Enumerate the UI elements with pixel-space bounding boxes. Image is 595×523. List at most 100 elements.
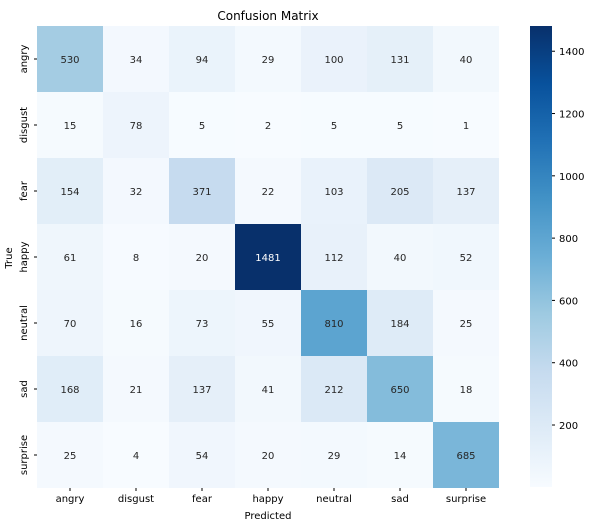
heatmap-cell-angry-surprise bbox=[433, 26, 499, 92]
heatmap-cell-neutral-disgust bbox=[103, 290, 169, 356]
x-axis-label: Predicted bbox=[245, 511, 292, 522]
cell-value-surprise-happy: 20 bbox=[262, 451, 275, 462]
heatmap-cell-fear-angry bbox=[37, 158, 103, 224]
cell-value-happy-disgust: 8 bbox=[133, 253, 139, 264]
colorbar-ticks: 200 400 600 800 1000 1200 1400 bbox=[552, 47, 584, 432]
cell-value-disgust-surprise: 1 bbox=[463, 121, 469, 132]
cell-value-fear-sad: 205 bbox=[390, 187, 409, 198]
cell-value-fear-happy: 22 bbox=[262, 187, 275, 198]
colorbar-tick-label-1000: 1000 bbox=[559, 172, 584, 183]
cell-value-angry-fear: 94 bbox=[196, 55, 209, 66]
cell-value-fear-fear: 371 bbox=[192, 187, 211, 198]
cell-value-surprise-fear: 54 bbox=[196, 451, 209, 462]
cell-value-disgust-neutral: 5 bbox=[331, 121, 337, 132]
x-tick-label-angry: angry bbox=[56, 494, 85, 505]
cell-value-angry-surprise: 40 bbox=[460, 55, 473, 66]
cell-value-neutral-neutral: 810 bbox=[324, 319, 343, 330]
cell-value-surprise-sad: 14 bbox=[394, 451, 407, 462]
x-tick-label-fear: fear bbox=[192, 494, 213, 505]
cell-value-sad-happy: 41 bbox=[262, 385, 275, 396]
heatmap-cell-happy-angry bbox=[37, 224, 103, 290]
heatmap-cell-sad-fear bbox=[169, 356, 235, 422]
y-tick-label-disgust: disgust bbox=[19, 107, 30, 143]
cell-value-sad-disgust: 21 bbox=[130, 385, 143, 396]
x-tick-label-happy: happy bbox=[252, 494, 283, 505]
cell-value-fear-disgust: 32 bbox=[130, 187, 143, 198]
cell-value-happy-angry: 61 bbox=[64, 253, 77, 264]
heatmap-cell-fear-happy bbox=[235, 158, 301, 224]
heatmap-cell-neutral-surprise bbox=[433, 290, 499, 356]
cell-value-angry-angry: 530 bbox=[60, 55, 79, 66]
cell-value-neutral-angry: 70 bbox=[64, 319, 77, 330]
cell-value-neutral-surprise: 25 bbox=[460, 319, 473, 330]
chart-title: Confusion Matrix bbox=[217, 9, 318, 23]
colorbar-tick-label-1200: 1200 bbox=[559, 110, 584, 121]
colorbar-tick-label-400: 400 bbox=[559, 359, 578, 370]
heatmap-cell-happy-fear bbox=[169, 224, 235, 290]
cell-value-surprise-surprise: 685 bbox=[456, 451, 475, 462]
heatmap-cell-disgust-happy bbox=[235, 92, 301, 158]
cell-value-fear-angry: 154 bbox=[60, 187, 79, 198]
y-tick-labels: angry disgust fear happy neutral sad surprise bbox=[19, 44, 37, 475]
heatmap-cell-sad-happy bbox=[235, 356, 301, 422]
cell-value-neutral-fear: 73 bbox=[196, 319, 209, 330]
y-tick-label-sad: sad bbox=[19, 380, 30, 398]
cell-value-angry-neutral: 100 bbox=[324, 55, 343, 66]
cell-value-happy-fear: 20 bbox=[196, 253, 209, 264]
cell-value-surprise-disgust: 4 bbox=[133, 451, 139, 462]
cell-value-angry-disgust: 34 bbox=[130, 55, 143, 66]
colorbar-tick-label-200: 200 bbox=[559, 421, 578, 432]
cell-value-disgust-sad: 5 bbox=[397, 121, 403, 132]
heatmap-cell-fear-fear bbox=[169, 158, 235, 224]
heatmap-cell-sad-angry bbox=[37, 356, 103, 422]
heatmap-cell-neutral-neutral bbox=[301, 290, 367, 356]
y-axis-label: True bbox=[4, 247, 15, 269]
cell-value-disgust-angry: 15 bbox=[64, 121, 77, 132]
heatmap-cell-fear-neutral bbox=[301, 158, 367, 224]
y-tick-label-surprise: surprise bbox=[19, 435, 30, 475]
heatmap-cell-disgust-disgust bbox=[103, 92, 169, 158]
heatmap-cell-angry-fear bbox=[169, 26, 235, 92]
heatmap-cell-disgust-surprise bbox=[433, 92, 499, 158]
cell-value-sad-angry: 168 bbox=[60, 385, 79, 396]
heatmap-cell-angry-happy bbox=[235, 26, 301, 92]
heatmap-cell-disgust-sad bbox=[367, 92, 433, 158]
heatmap-cell-sad-disgust bbox=[103, 356, 169, 422]
heatmap-cell-surprise-disgust bbox=[103, 422, 169, 488]
heatmap-cell-angry-sad bbox=[367, 26, 433, 92]
heatmap-cell-surprise-neutral bbox=[301, 422, 367, 488]
cell-value-disgust-fear: 5 bbox=[199, 121, 205, 132]
cell-value-neutral-sad: 184 bbox=[390, 319, 409, 330]
cell-value-sad-fear: 137 bbox=[192, 385, 211, 396]
x-tick-label-neutral: neutral bbox=[316, 494, 352, 505]
heatmap-cell-neutral-fear bbox=[169, 290, 235, 356]
heatmap-cell-surprise-sad bbox=[367, 422, 433, 488]
heatmap-cell-sad-surprise bbox=[433, 356, 499, 422]
heatmap-cell-surprise-fear bbox=[169, 422, 235, 488]
heatmap-cell-surprise-angry bbox=[37, 422, 103, 488]
cell-value-sad-sad: 650 bbox=[390, 385, 409, 396]
heatmap-cell-angry-disgust bbox=[103, 26, 169, 92]
heatmap-cell-happy-surprise bbox=[433, 224, 499, 290]
cell-value-disgust-disgust: 78 bbox=[130, 121, 143, 132]
x-tick-label-disgust: disgust bbox=[118, 494, 154, 505]
heatmap-cell-neutral-sad bbox=[367, 290, 433, 356]
y-tick-label-angry: angry bbox=[19, 44, 30, 73]
cell-value-surprise-angry: 25 bbox=[64, 451, 77, 462]
cell-value-neutral-disgust: 16 bbox=[130, 319, 143, 330]
heatmap-cell-surprise-happy bbox=[235, 422, 301, 488]
heatmap-cell-happy-happy bbox=[235, 224, 301, 290]
heatmap-cell-neutral-happy bbox=[235, 290, 301, 356]
cell-value-happy-sad: 40 bbox=[394, 253, 407, 264]
cell-value-happy-surprise: 52 bbox=[460, 253, 473, 264]
y-tick-label-happy: happy bbox=[19, 241, 30, 272]
y-tick-label-fear: fear bbox=[19, 180, 30, 201]
heatmap-cell-angry-angry bbox=[37, 26, 103, 92]
heatmap-cell-fear-disgust bbox=[103, 158, 169, 224]
heatmap-cell-fear-sad bbox=[367, 158, 433, 224]
cell-value-happy-happy: 1481 bbox=[255, 253, 280, 264]
heatmap-cell-angry-neutral bbox=[301, 26, 367, 92]
heatmap-cell-sad-neutral bbox=[301, 356, 367, 422]
heatmap-cell-disgust-angry bbox=[37, 92, 103, 158]
